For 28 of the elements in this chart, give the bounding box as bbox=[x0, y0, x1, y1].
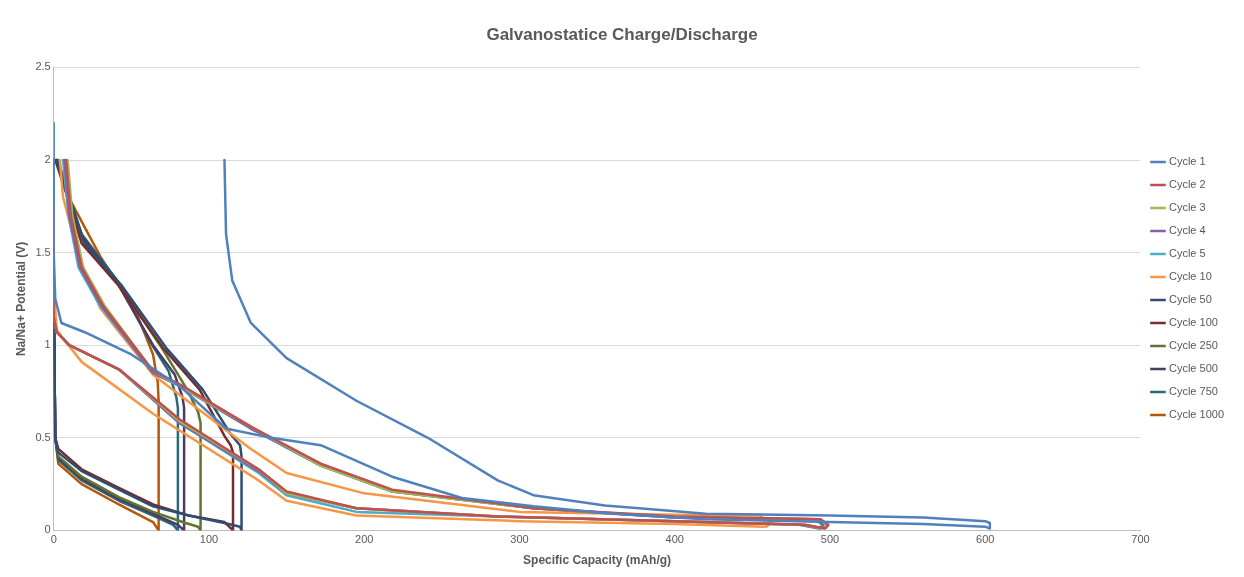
legend-label: Cycle 1 bbox=[1168, 155, 1206, 168]
y-tick-label: 1.5 bbox=[35, 245, 51, 258]
y-tick-label: 0 bbox=[44, 523, 51, 536]
legend-label: Cycle 2 bbox=[1168, 178, 1206, 191]
legend-label: Cycle 250 bbox=[1168, 339, 1218, 352]
x-tick-label: 500 bbox=[820, 533, 840, 546]
y-tick-label: 2.5 bbox=[35, 60, 51, 73]
x-tick-label: 700 bbox=[1131, 533, 1150, 546]
x-tick-label: 300 bbox=[510, 533, 529, 546]
legend-label: Cycle 100 bbox=[1168, 316, 1218, 329]
legend-label: Cycle 50 bbox=[1168, 293, 1212, 306]
x-tick-label: 600 bbox=[976, 533, 995, 546]
chart-title: Galvanostatice Charge/Discharge bbox=[486, 24, 758, 44]
x-tick-label: 100 bbox=[199, 533, 219, 546]
legend-label: Cycle 3 bbox=[1168, 201, 1206, 214]
y-tick-label: 1 bbox=[44, 338, 51, 351]
x-tick-label: 200 bbox=[355, 533, 374, 546]
legend-label: Cycle 500 bbox=[1168, 362, 1218, 375]
legend-label: Cycle 5 bbox=[1168, 247, 1206, 260]
legend-label: Cycle 10 bbox=[1168, 270, 1212, 283]
legend-label: Cycle 1000 bbox=[1168, 408, 1225, 421]
y-tick-label: 0.5 bbox=[35, 430, 51, 443]
y-axis-title: Na/Na+ Potential (V) bbox=[13, 241, 28, 357]
y-tick-label: 2 bbox=[44, 153, 51, 166]
x-tick-label: 400 bbox=[665, 533, 684, 546]
legend-label: Cycle 4 bbox=[1168, 224, 1206, 237]
x-axis-title: Specific Capacity (mAh/g) bbox=[523, 553, 672, 568]
legend-label: Cycle 750 bbox=[1168, 385, 1218, 398]
